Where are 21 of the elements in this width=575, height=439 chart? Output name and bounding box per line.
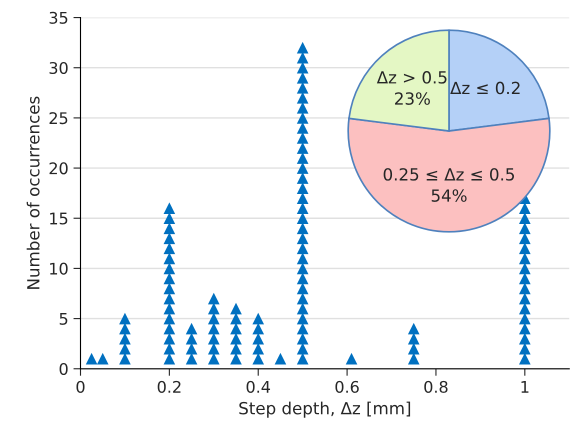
y-tick-label: 30 (50, 62, 68, 74)
x-tick-label: 0.6 (335, 380, 359, 393)
y-tick-label: 20 (50, 162, 68, 174)
y-tick-label: 15 (50, 212, 68, 225)
x-tick-label: 0.2 (158, 380, 180, 393)
x-tick-label: 0.8 (424, 380, 448, 393)
slice-label: Δz > 0.5 (376, 71, 446, 84)
y-axis-title: Number of occurrences (26, 96, 40, 289)
slice-label: Δz ≤ 0.2 (450, 82, 520, 94)
y-tick-label: 0 (60, 362, 68, 376)
x-tick-label: 1 (521, 381, 528, 393)
y-tick-label: 25 (50, 112, 68, 124)
data-label: 23% (395, 92, 430, 105)
y-tick-label: 5 (60, 313, 68, 325)
data-label: 54% (432, 189, 467, 202)
x-axis-title: Step depth, Δz [mm] (239, 402, 410, 418)
y-tick-label: 10 (50, 262, 68, 275)
slice-label: 0.25 ≤ Δz ≤ 0.5 (384, 168, 514, 181)
x-tick-label: 0.4 (246, 380, 270, 393)
x-tick-label: 0 (76, 380, 85, 393)
y-tick-label: 35 (50, 12, 68, 24)
